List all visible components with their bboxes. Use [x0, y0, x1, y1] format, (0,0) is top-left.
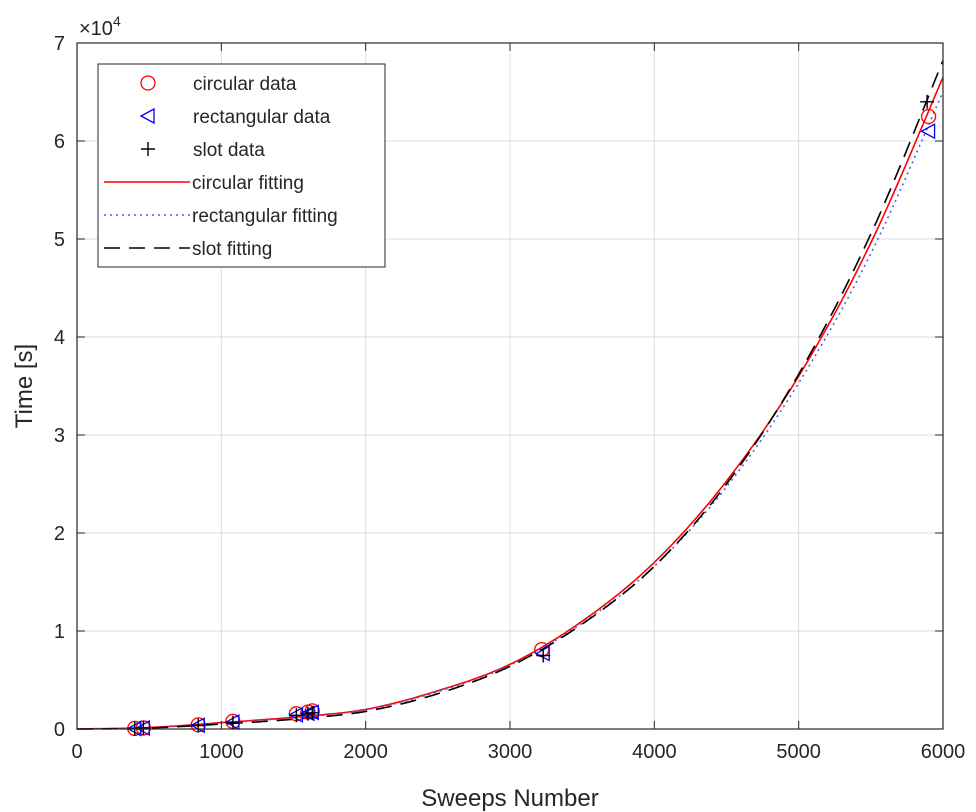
- y-multiplier-label: ×104: [79, 13, 121, 40]
- x-tick-label: 0: [71, 741, 82, 763]
- data-point-slot-data: [920, 94, 935, 109]
- legend: circular data rectangular data slot data ci…: [97, 63, 386, 268]
- x-tick-label: 5000: [776, 741, 821, 763]
- legend-label: circular data: [193, 74, 297, 95]
- legend-label: rectangular data: [193, 107, 331, 128]
- legend-label: circular fitting: [192, 173, 304, 194]
- grid-lines: [77, 43, 943, 729]
- y-tick-label: 2: [54, 523, 65, 545]
- y-multiplier-exponent: 4: [113, 13, 121, 29]
- legend-swatch-slot-data: [141, 142, 155, 156]
- axis-ticks: 0 1000 2000 3000 4000 5000 6000 0 1 2 3 4 5 6 7: [54, 33, 965, 763]
- data-point-slot-data: [289, 708, 304, 723]
- data-point-slot-data: [225, 715, 240, 730]
- x-tick-label: 2000: [343, 741, 388, 763]
- x-tick-label: 4000: [632, 741, 677, 763]
- data-point-slot-data: [191, 718, 206, 733]
- data-point-slot-data: [305, 705, 320, 720]
- y-tick-label: 6: [54, 131, 65, 153]
- x-tick-label: 3000: [488, 741, 533, 763]
- y-tick-label: 0: [54, 719, 65, 741]
- series-line-slot-fitting: [77, 60, 944, 730]
- legend-swatch-rectangular-data: [139, 107, 155, 125]
- y-tick-label: 7: [54, 33, 65, 55]
- y-tick-label: 5: [54, 229, 65, 251]
- y-tick-label: 4: [54, 327, 65, 349]
- data-markers: [126, 94, 937, 737]
- legend-label: slot data: [193, 140, 265, 161]
- y-multiplier-base: ×10: [79, 18, 113, 40]
- data-point-slot-data: [136, 721, 151, 736]
- y-axis-label: Time [s]: [11, 344, 38, 428]
- data-point-circular-data: [920, 108, 937, 125]
- data-point-rectangular-data: [920, 123, 936, 140]
- legend-box: [97, 63, 386, 268]
- data-point-slot-data: [536, 648, 551, 663]
- legend-swatch-circular-data: [140, 75, 156, 91]
- x-axis-label: Sweeps Number: [421, 785, 598, 812]
- x-tick-label: 1000: [199, 741, 244, 763]
- x-tick-label: 6000: [921, 741, 966, 763]
- legend-label: rectangular fitting: [192, 206, 338, 227]
- y-tick-label: 1: [54, 621, 65, 643]
- y-tick-label: 3: [54, 425, 65, 447]
- legend-label: slot fitting: [192, 239, 272, 260]
